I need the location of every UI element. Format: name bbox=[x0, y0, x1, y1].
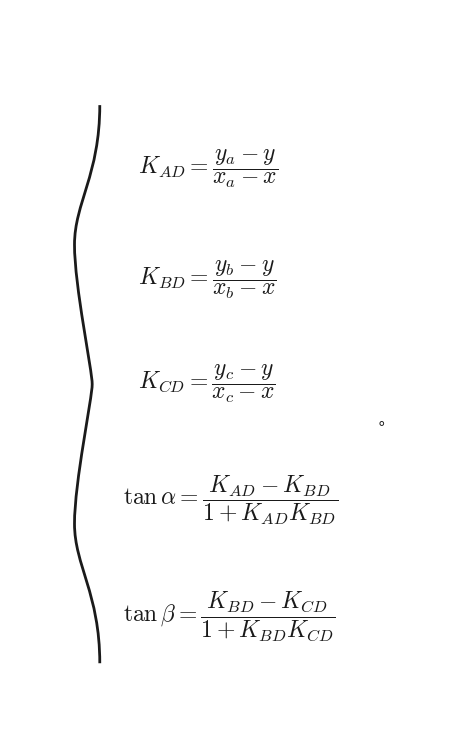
Text: $\circ$: $\circ$ bbox=[376, 414, 385, 430]
Text: $K_{AD} = \dfrac{y_a - y}{x_a - x}$: $K_{AD} = \dfrac{y_a - y}{x_a - x}$ bbox=[138, 148, 278, 190]
Text: $K_{CD} = \dfrac{y_c - y}{x_c - x}$: $K_{CD} = \dfrac{y_c - y}{x_c - x}$ bbox=[138, 363, 275, 405]
Text: $\tan\beta = \dfrac{K_{BD} - K_{CD}}{1 + K_{BD}K_{CD}}$: $\tan\beta = \dfrac{K_{BD} - K_{CD}}{1 +… bbox=[123, 590, 336, 643]
Text: $\tan\alpha = \dfrac{K_{AD} - K_{BD}}{1 + K_{AD}K_{BD}}$: $\tan\alpha = \dfrac{K_{AD} - K_{BD}}{1 … bbox=[123, 473, 338, 527]
Text: $K_{BD} = \dfrac{y_b - y}{x_b - x}$: $K_{BD} = \dfrac{y_b - y}{x_b - x}$ bbox=[138, 258, 276, 300]
